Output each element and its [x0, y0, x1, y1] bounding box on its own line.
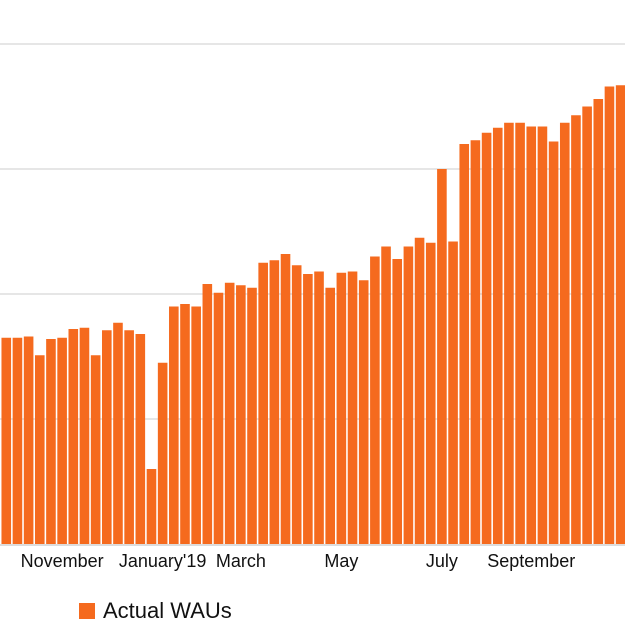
bar	[258, 262, 268, 544]
bar	[325, 287, 335, 544]
bar	[548, 141, 559, 544]
bar	[515, 122, 525, 544]
x-tick-label: January'19	[119, 551, 207, 571]
bar	[202, 284, 213, 544]
chart-legend: Actual WAUs	[79, 598, 232, 624]
bar	[559, 122, 570, 544]
bar	[582, 106, 592, 544]
bar	[79, 327, 90, 544]
bar	[303, 274, 313, 544]
bar	[459, 144, 470, 544]
legend-label-actual-waus: Actual WAUs	[103, 598, 232, 623]
bar	[68, 329, 79, 544]
bar	[593, 99, 604, 544]
bar	[403, 246, 414, 544]
bar	[236, 285, 246, 544]
bar	[347, 271, 358, 544]
bar	[34, 355, 45, 544]
bar	[370, 256, 380, 544]
bar	[12, 337, 23, 544]
legend-swatch-actual-waus	[79, 603, 95, 619]
bar	[1, 337, 12, 544]
bar	[381, 246, 391, 544]
bar	[504, 122, 514, 544]
bar	[157, 362, 168, 544]
bar	[615, 85, 625, 544]
bar	[191, 306, 201, 544]
bar	[336, 272, 347, 544]
bar	[57, 337, 67, 544]
bar	[247, 287, 257, 544]
x-tick-label: July	[426, 551, 458, 571]
bar	[481, 132, 492, 544]
x-axis-tick-labels: November January'19 March May July September	[21, 551, 576, 571]
bar	[448, 241, 458, 544]
bar	[604, 86, 615, 544]
bar	[224, 282, 235, 544]
bar	[358, 280, 369, 544]
bar	[269, 260, 280, 544]
bar	[414, 237, 425, 544]
bar	[537, 126, 548, 544]
bar	[314, 271, 324, 544]
x-tick-label: September	[487, 551, 575, 571]
x-tick-label: March	[216, 551, 266, 571]
bar	[437, 169, 447, 544]
bar	[291, 265, 302, 544]
bar	[135, 334, 146, 544]
bar	[492, 127, 503, 544]
bar	[213, 292, 224, 544]
bar	[46, 339, 56, 544]
bar	[280, 254, 291, 544]
bar	[425, 242, 436, 544]
bar	[169, 306, 179, 544]
bar	[470, 140, 481, 544]
bar	[102, 330, 112, 544]
bar	[180, 304, 190, 544]
bar	[23, 336, 34, 544]
bar	[113, 322, 123, 544]
bar-series-actual-waus	[1, 85, 625, 544]
bar	[90, 355, 101, 544]
x-tick-label: November	[21, 551, 104, 571]
bar	[392, 259, 403, 544]
bar	[146, 469, 157, 544]
bar	[124, 330, 134, 544]
bar	[571, 115, 581, 544]
bar	[526, 126, 537, 544]
x-tick-label: May	[324, 551, 358, 571]
